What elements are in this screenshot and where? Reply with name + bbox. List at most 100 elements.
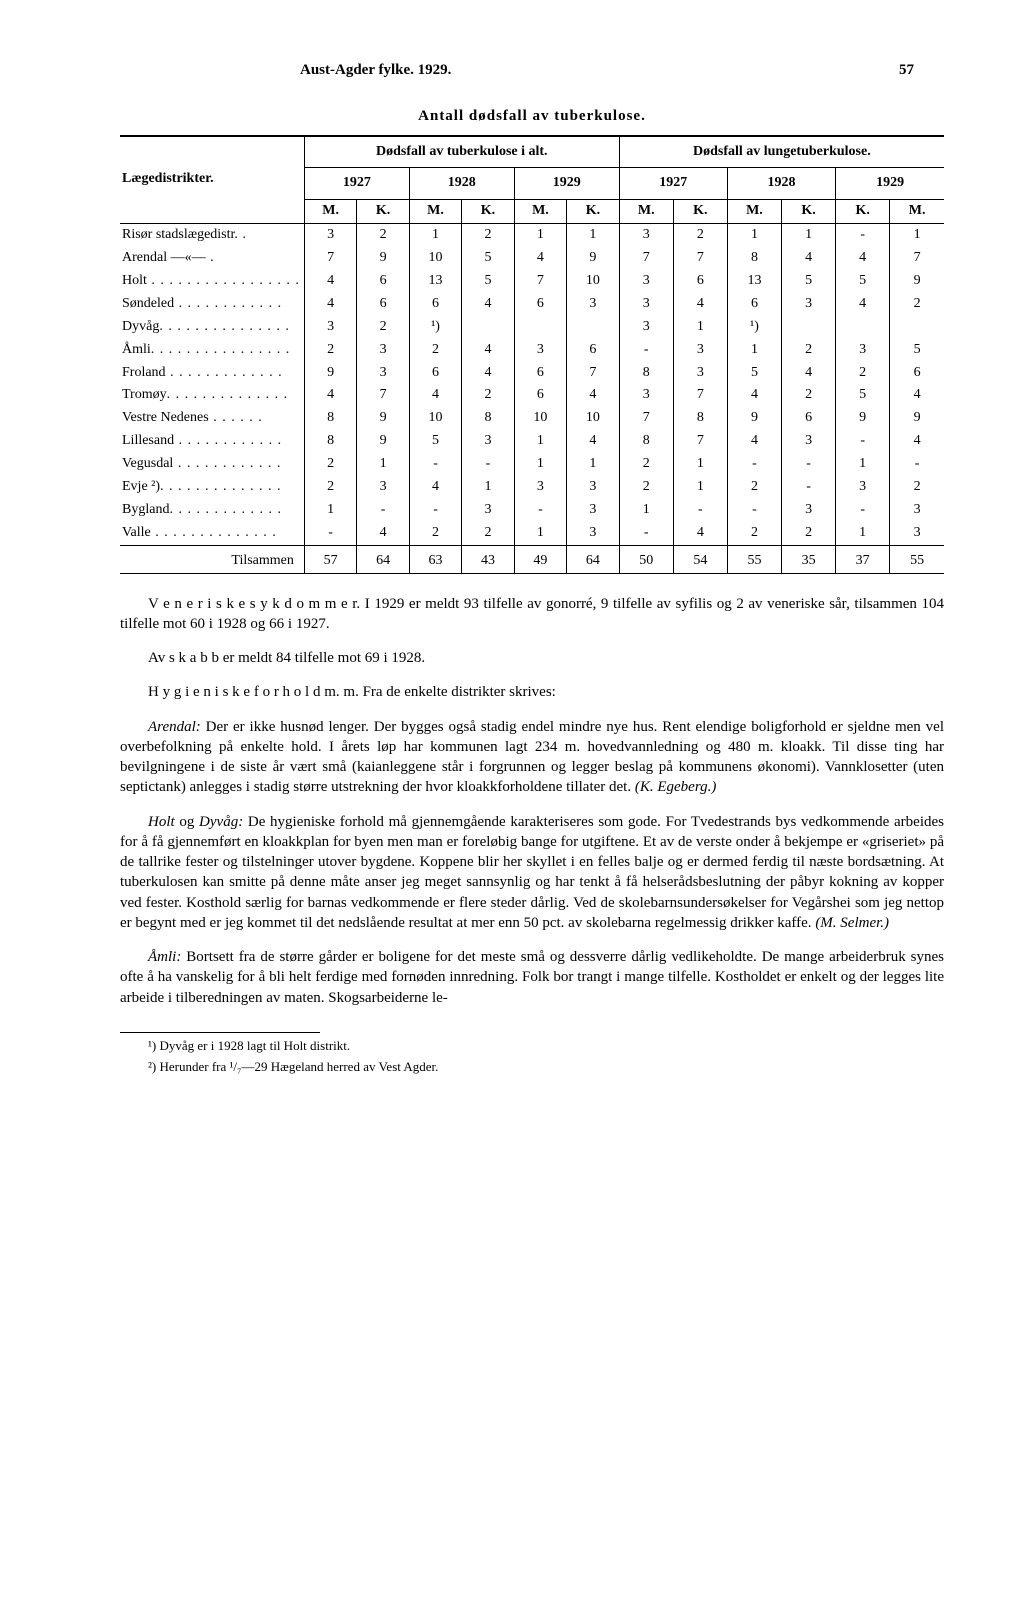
table-cell: - bbox=[304, 522, 356, 545]
table-cell: 3 bbox=[619, 224, 673, 247]
sum-cell: 63 bbox=[409, 545, 461, 573]
subcol-header: K. bbox=[782, 200, 836, 224]
district-name: Åmli. . . . . . . . . . . . . . . . bbox=[120, 339, 304, 362]
table-cell: 6 bbox=[782, 407, 836, 430]
arendal-lead: Arendal: bbox=[148, 719, 201, 735]
table-cell: 1 bbox=[890, 224, 944, 247]
table-cell: 7 bbox=[890, 247, 944, 270]
district-name: Søndeled . . . . . . . . . . . . bbox=[120, 293, 304, 316]
table-cell: 3 bbox=[357, 362, 409, 385]
table-cell: 3 bbox=[673, 362, 727, 385]
subcol-header: M. bbox=[514, 200, 566, 224]
table-cell: - bbox=[619, 522, 673, 545]
table-cell: 3 bbox=[673, 339, 727, 362]
sum-cell: 35 bbox=[782, 545, 836, 573]
table-cell bbox=[514, 316, 566, 339]
table-cell: 2 bbox=[357, 224, 409, 247]
table-cell: 2 bbox=[304, 453, 356, 476]
sum-cell: 50 bbox=[619, 545, 673, 573]
subcol-header: M. bbox=[727, 200, 781, 224]
table-cell: 5 bbox=[727, 362, 781, 385]
table-cell: 4 bbox=[673, 522, 727, 545]
year-header: 1928 bbox=[727, 168, 835, 200]
table-cell: 2 bbox=[619, 453, 673, 476]
table-cell: 1 bbox=[514, 522, 566, 545]
selmer-sig: (M. Selmer.) bbox=[815, 915, 889, 931]
table-cell: 8 bbox=[462, 407, 514, 430]
group-a-header: Dødsfall av tuberkulose i alt. bbox=[304, 136, 619, 168]
table-cell: 8 bbox=[727, 247, 781, 270]
table-cell: 3 bbox=[304, 316, 356, 339]
table-cell: 3 bbox=[567, 499, 620, 522]
district-name: Tromøy. . . . . . . . . . . . . . bbox=[120, 384, 304, 407]
table-cell: 13 bbox=[409, 270, 461, 293]
table-cell: - bbox=[782, 476, 836, 499]
table-cell: 2 bbox=[782, 339, 836, 362]
page-number: 57 bbox=[899, 60, 914, 80]
table-cell: 4 bbox=[304, 384, 356, 407]
group-b-header: Dødsfall av lungetuberkulose. bbox=[619, 136, 944, 168]
table-cell: 5 bbox=[890, 339, 944, 362]
table-cell: 4 bbox=[304, 270, 356, 293]
table-cell: 6 bbox=[514, 293, 566, 316]
tuberculosis-table: Lægedistrikter. Dødsfall av tuberkulose … bbox=[120, 135, 944, 574]
table-cell: 1 bbox=[567, 453, 620, 476]
subcol-header: K. bbox=[357, 200, 409, 224]
table-cell: 6 bbox=[514, 362, 566, 385]
subcol-header: K. bbox=[836, 200, 890, 224]
table-cell: 3 bbox=[782, 293, 836, 316]
table-cell: 1 bbox=[673, 476, 727, 499]
table-cell: 9 bbox=[357, 407, 409, 430]
table-cell: 9 bbox=[890, 270, 944, 293]
year-header: 1927 bbox=[619, 168, 727, 200]
table-cell: 7 bbox=[304, 247, 356, 270]
table-cell: 3 bbox=[782, 430, 836, 453]
paragraph-arendal: Arendal: Der er ikke husnød lenger. Der … bbox=[120, 717, 944, 798]
table-cell: 4 bbox=[727, 430, 781, 453]
table-cell: 5 bbox=[462, 247, 514, 270]
table-cell bbox=[567, 316, 620, 339]
table-cell: 3 bbox=[782, 499, 836, 522]
paragraph-holt-dyvag: Holt og Dyvåg: De hygieniske forhold må … bbox=[120, 812, 944, 934]
table-cell: 2 bbox=[409, 339, 461, 362]
table-cell bbox=[462, 316, 514, 339]
table-cell: 3 bbox=[357, 476, 409, 499]
district-name: Holt . . . . . . . . . . . . . . . . . bbox=[120, 270, 304, 293]
table-cell bbox=[836, 316, 890, 339]
table-cell: 2 bbox=[890, 293, 944, 316]
table-cell: 5 bbox=[836, 270, 890, 293]
table-cell: 4 bbox=[567, 430, 620, 453]
table-cell: 4 bbox=[462, 293, 514, 316]
table-cell: 3 bbox=[836, 476, 890, 499]
table-cell: 2 bbox=[727, 476, 781, 499]
table-cell: 5 bbox=[836, 384, 890, 407]
table-cell: 2 bbox=[782, 384, 836, 407]
table-cell: 5 bbox=[462, 270, 514, 293]
sum-label: Tilsammen bbox=[120, 545, 304, 573]
table-cell: 6 bbox=[673, 270, 727, 293]
table-cell: 9 bbox=[727, 407, 781, 430]
table-cell: 4 bbox=[567, 384, 620, 407]
table-cell: 8 bbox=[619, 430, 673, 453]
amli-lead: Åmli: bbox=[148, 949, 181, 965]
table-cell: - bbox=[836, 430, 890, 453]
table-cell: - bbox=[409, 453, 461, 476]
table-cell: 10 bbox=[567, 407, 620, 430]
table-cell: 1 bbox=[673, 316, 727, 339]
table-cell: 3 bbox=[890, 522, 944, 545]
header-title: Aust-Agder fylke. 1929. bbox=[300, 60, 451, 80]
table-cell: 3 bbox=[836, 339, 890, 362]
table-cell: 1 bbox=[462, 476, 514, 499]
table-cell: 6 bbox=[567, 339, 620, 362]
table-cell: - bbox=[619, 339, 673, 362]
table-cell: 4 bbox=[409, 384, 461, 407]
district-name: Lillesand . . . . . . . . . . . . bbox=[120, 430, 304, 453]
table-cell: 3 bbox=[462, 499, 514, 522]
footnote-1: ¹) Dyvåg er i 1928 lagt til Holt distrik… bbox=[120, 1037, 944, 1055]
year-header: 1928 bbox=[409, 168, 514, 200]
table-cell: 1 bbox=[836, 522, 890, 545]
subcol-header: K. bbox=[567, 200, 620, 224]
table-cell: 6 bbox=[409, 362, 461, 385]
table-cell: 4 bbox=[890, 430, 944, 453]
table-cell: 1 bbox=[673, 453, 727, 476]
